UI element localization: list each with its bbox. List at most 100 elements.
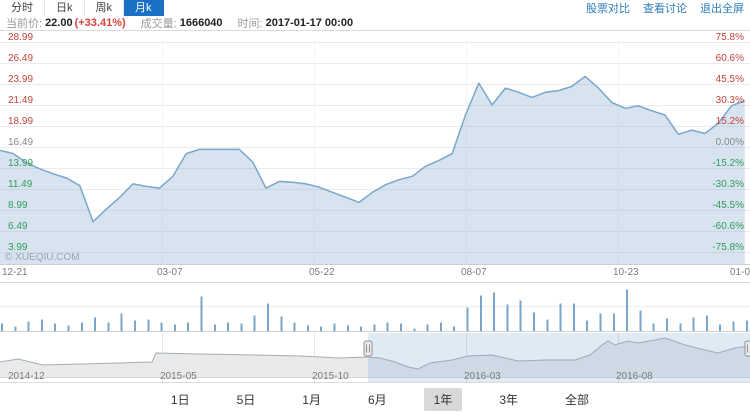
volume-chart: [0, 282, 750, 332]
y-axis-percent-label: 60.6%: [715, 53, 744, 64]
volume-bar: [466, 307, 469, 332]
volume-label: 成交量:: [140, 18, 177, 30]
price-chart[interactable]: [0, 30, 750, 265]
y-axis-percent-label: 30.3%: [715, 95, 744, 106]
navigator-selection[interactable]: [368, 333, 750, 383]
volume-bar: [533, 312, 535, 332]
quote-info-bar: 当前价: 22.00 (+33.41%) 成交量: 1666040 时间: 20…: [0, 16, 750, 31]
navigator-date-label: 2015-10: [312, 371, 349, 382]
y-axis-percent-label: -60.6%: [712, 221, 744, 232]
volume-bar: [333, 323, 336, 332]
volume-bar: [519, 300, 522, 332]
volume-bar: [506, 304, 509, 332]
volume-bar: [320, 326, 323, 332]
tab-weekly-k[interactable]: 周k: [85, 0, 124, 16]
volume-bar: [493, 292, 496, 332]
volume-bar: [599, 313, 602, 332]
volume-bar: [400, 323, 402, 332]
navigator-date-label: 2015-05: [160, 371, 197, 382]
y-axis-price-label: 21.49: [8, 95, 34, 106]
y-axis-price-label: 16.49: [8, 137, 34, 148]
y-axis-price-label: 13.99: [8, 158, 34, 169]
navigator-date-label: 2016-03: [464, 371, 501, 382]
volume-bar: [200, 296, 203, 332]
range-all[interactable]: 全部: [565, 393, 590, 407]
volume-bar: [692, 317, 695, 332]
volume-bar: [227, 322, 230, 332]
price-change-value: (+33.41%): [74, 17, 126, 29]
y-axis-percent-label: -45.5%: [712, 200, 744, 211]
price-area-fill: [0, 76, 745, 265]
tab-monthly-k[interactable]: 月k: [124, 0, 164, 16]
volume-bar: [705, 315, 708, 332]
volume-bar: [54, 323, 57, 332]
volume-bar: [80, 322, 83, 332]
tab-minute[interactable]: 分时: [0, 0, 45, 16]
price-line: [0, 75, 746, 223]
x-axis-label: 03-07: [157, 267, 183, 278]
range-5d[interactable]: 5日: [236, 393, 256, 407]
volume-bar: [572, 303, 575, 332]
y-axis-price-label: 3.99: [8, 242, 28, 253]
volume-bar: [453, 326, 456, 332]
navigator-date-label: 2014-12: [8, 371, 45, 382]
volume-bar: [147, 319, 150, 332]
y-axis-price-label: 23.99: [8, 74, 34, 85]
y-axis-price-label: 6.49: [8, 221, 28, 232]
volume-bar: [27, 321, 30, 332]
volume-bar: [652, 323, 655, 332]
volume-bar: [639, 310, 642, 332]
range-6m[interactable]: 6月: [367, 393, 387, 407]
volume-bar: [546, 319, 549, 332]
time-label: 时间:: [237, 18, 263, 30]
volume-bar: [373, 324, 376, 332]
volume-bar: [612, 313, 615, 332]
volume-bar: [679, 323, 682, 332]
volume-bar: [732, 321, 735, 332]
volume-bar: [67, 325, 70, 332]
volume-bar: [173, 324, 176, 332]
stock-compare-link[interactable]: 股票对比: [586, 3, 630, 15]
volume-bar: [160, 322, 163, 332]
volume-bar: [14, 326, 17, 332]
volume-bar: [586, 320, 589, 332]
volume-bar: [213, 324, 216, 332]
navigator-handle-right[interactable]: [744, 340, 750, 357]
y-axis-percent-label: 45.5%: [715, 74, 744, 85]
x-axis-label: 08-07: [461, 267, 487, 278]
volume-bar: [479, 295, 482, 332]
navigator-handle-left[interactable]: [363, 340, 373, 357]
volume-bar: [439, 322, 442, 332]
range-3y[interactable]: 3年: [499, 393, 519, 407]
volume-bar: [267, 303, 269, 332]
navigator-area-line: [0, 337, 750, 370]
y-axis-percent-label: 0.00%: [715, 137, 744, 148]
volume-bar: [240, 323, 243, 332]
view-discussion-link[interactable]: 查看讨论: [643, 3, 687, 15]
volume-bar: [134, 320, 136, 332]
range-button-bar: 1日 5日 1月 6月 1年 3年 全部: [0, 384, 750, 415]
y-axis-price-label: 11.49: [8, 179, 33, 190]
x-axis-label: 05-22: [309, 267, 335, 278]
y-axis-percent-label: -75.8%: [712, 242, 744, 253]
navigator[interactable]: [0, 333, 750, 383]
range-1d[interactable]: 1日: [170, 393, 190, 407]
volume-bar: [626, 289, 629, 332]
volume-bar: [360, 326, 363, 332]
volume-bar: [40, 319, 43, 332]
volume-bar: [306, 325, 309, 332]
range-1m[interactable]: 1月: [302, 393, 321, 407]
volume-bar: [293, 322, 296, 332]
exit-fullscreen-link[interactable]: 退出全屏: [700, 3, 744, 15]
current-price-value: 22.00: [45, 17, 73, 29]
top-links: 股票对比 查看讨论 退出全屏: [586, 0, 744, 16]
volume-bar: [253, 315, 256, 332]
y-axis-price-label: 18.99: [8, 116, 34, 127]
range-1y[interactable]: 1年: [423, 388, 463, 411]
xueqiu-watermark: © XUEQIU.COM: [5, 252, 80, 263]
volume-bar: [559, 303, 562, 332]
volume-bar: [666, 318, 668, 332]
y-axis-percent-label: -15.2%: [712, 158, 744, 169]
tab-daily-k[interactable]: 日k: [45, 0, 85, 16]
